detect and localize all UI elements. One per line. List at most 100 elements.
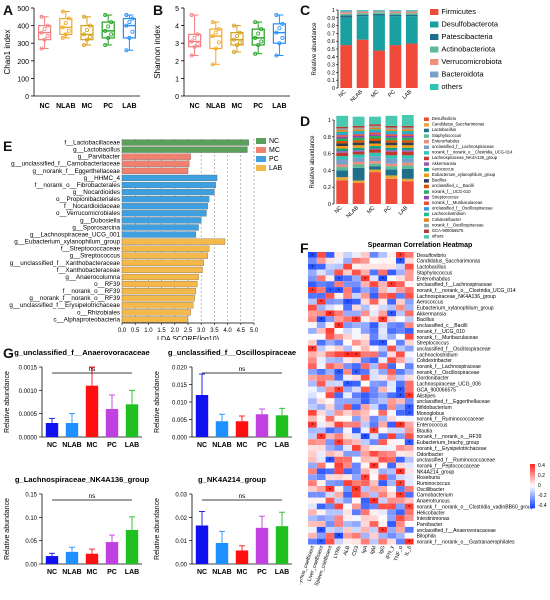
heatmap-cell [369,380,379,387]
significance-mark: * [364,277,366,283]
heatmap-cell [360,415,370,422]
y-tick-label: 300 [17,41,29,48]
bar-segment-MC [373,10,385,12]
heatmap-cell [396,509,405,516]
heatmap-cell [308,398,317,405]
bar-segment-MC [369,141,381,144]
bar-segment-LAB [401,140,414,143]
heatmap-cell [316,456,326,463]
heatmap-cell [334,263,344,270]
x-tick-label: LAB [398,205,410,217]
bar-segment-PC [385,130,398,133]
heatmap-row-label: Alistipes [417,393,436,399]
heatmap-cell [369,480,379,486]
data-point [210,34,215,39]
heatmap-cell [325,363,335,369]
lda-bar [121,210,207,217]
heatmap-cell [404,339,414,346]
heatmap-cell [404,386,414,393]
anaerovoracaceae-bar: g_unclassified_f__Anaerovoracaceae 0.0000… [4,348,150,449]
legend-label: Aerococcus [432,166,454,171]
bar-segment-LAB [401,135,414,138]
legend-label: Lactobacillus [432,127,456,132]
heatmap-cell [316,392,326,399]
heatmap-cell [325,275,335,282]
heatmap-cell [325,386,335,393]
legend-swatch [430,9,439,15]
lda-bar-label: g__unclassified_f__Carnobacteriaceae [11,161,120,168]
data-point [253,35,258,40]
heatmap-cell [325,298,335,305]
heatmap-cell [369,532,379,539]
heatmap-cell [352,480,361,486]
bar-segment-PC [389,45,402,88]
heatmap-row-label: norank_f__Erysipelotrichaceae [417,446,487,452]
bar-segment-LAB [405,43,418,88]
bar-segment-NLAB [352,162,365,165]
x-tick-label: MC [232,103,243,110]
heatmap-cell [352,503,361,510]
lda-bar-label: g__Nocardioides [73,189,120,196]
lda-bar-label: g__norank_f__norank_o__RF39 [29,295,120,302]
significance-mark: * [399,388,401,394]
colorbar-step [530,502,535,505]
heatmap-cell [352,369,361,375]
heatmap-cell [387,398,396,405]
heatmap-cell [387,486,396,492]
lda-bar-label: g__norank_f__Eggerthellaceae [32,168,120,175]
heatmap-cell [396,322,405,329]
heatmap-cell [334,252,344,258]
heatmap-cell [352,298,361,305]
heatmap-cell [378,374,388,381]
heatmap-cell [334,351,344,358]
heatmap-cell [352,275,361,282]
heatmap-cell [334,427,344,434]
data-point [106,24,111,29]
significance-mark: * [408,394,410,400]
heatmap-cell [325,486,335,492]
heatmap-cell [352,491,361,498]
heatmap-cell [325,374,335,381]
heatmap-cell [360,409,370,416]
lda-bar [121,288,197,295]
heatmap-cell [369,427,379,434]
heatmap-cell [334,310,344,317]
nk4a136-bar: g_Lachnospiraceae_NK4A136_group 0.00 0.05 0… [4,475,149,576]
significance-mark: * [408,411,410,417]
significance-mark: * [311,253,313,259]
bar-segment-MC [369,132,381,135]
heatmap-cell [404,357,414,364]
heatmap-cell [360,480,370,486]
heatmap-cell [360,252,370,258]
y-tick-label: 0.5 [327,47,335,53]
heatmap-row-label: norank_f__Ruminococcaceae [417,417,485,423]
heatmap-cell [316,526,326,533]
heatmap-cell [343,333,352,340]
heatmap-cell [378,386,388,393]
heatmap-cell [369,538,379,545]
heatmap-cell [369,339,379,346]
heatmap-cell [308,521,317,527]
bar-segment-PC [385,158,398,164]
bar-segment-MC [369,135,381,139]
x-tick-label: PC [107,442,117,449]
data-point [253,20,258,25]
heatmap-cell [316,369,326,375]
heatmap-cell [343,538,352,545]
heatmap-cell [360,392,370,399]
y-tick-label: 0 [25,94,29,101]
heatmap-cell [387,404,396,410]
legend-label: LAB [269,165,283,172]
colorbar-step [530,496,535,499]
heatmap-cell [325,491,335,498]
heatmap-row-label: norank_f__norank_o__RF39 [417,434,482,440]
heatmap-cell [378,392,388,399]
lda-bar [121,252,208,259]
heatmap-cell [334,445,344,451]
heatmap-cell [325,538,335,545]
bar-segment-NLAB [352,150,365,152]
heatmap-cell [360,363,370,369]
heatmap-cell [352,427,361,434]
data-point [274,53,279,58]
heatmap-cell [404,521,414,527]
